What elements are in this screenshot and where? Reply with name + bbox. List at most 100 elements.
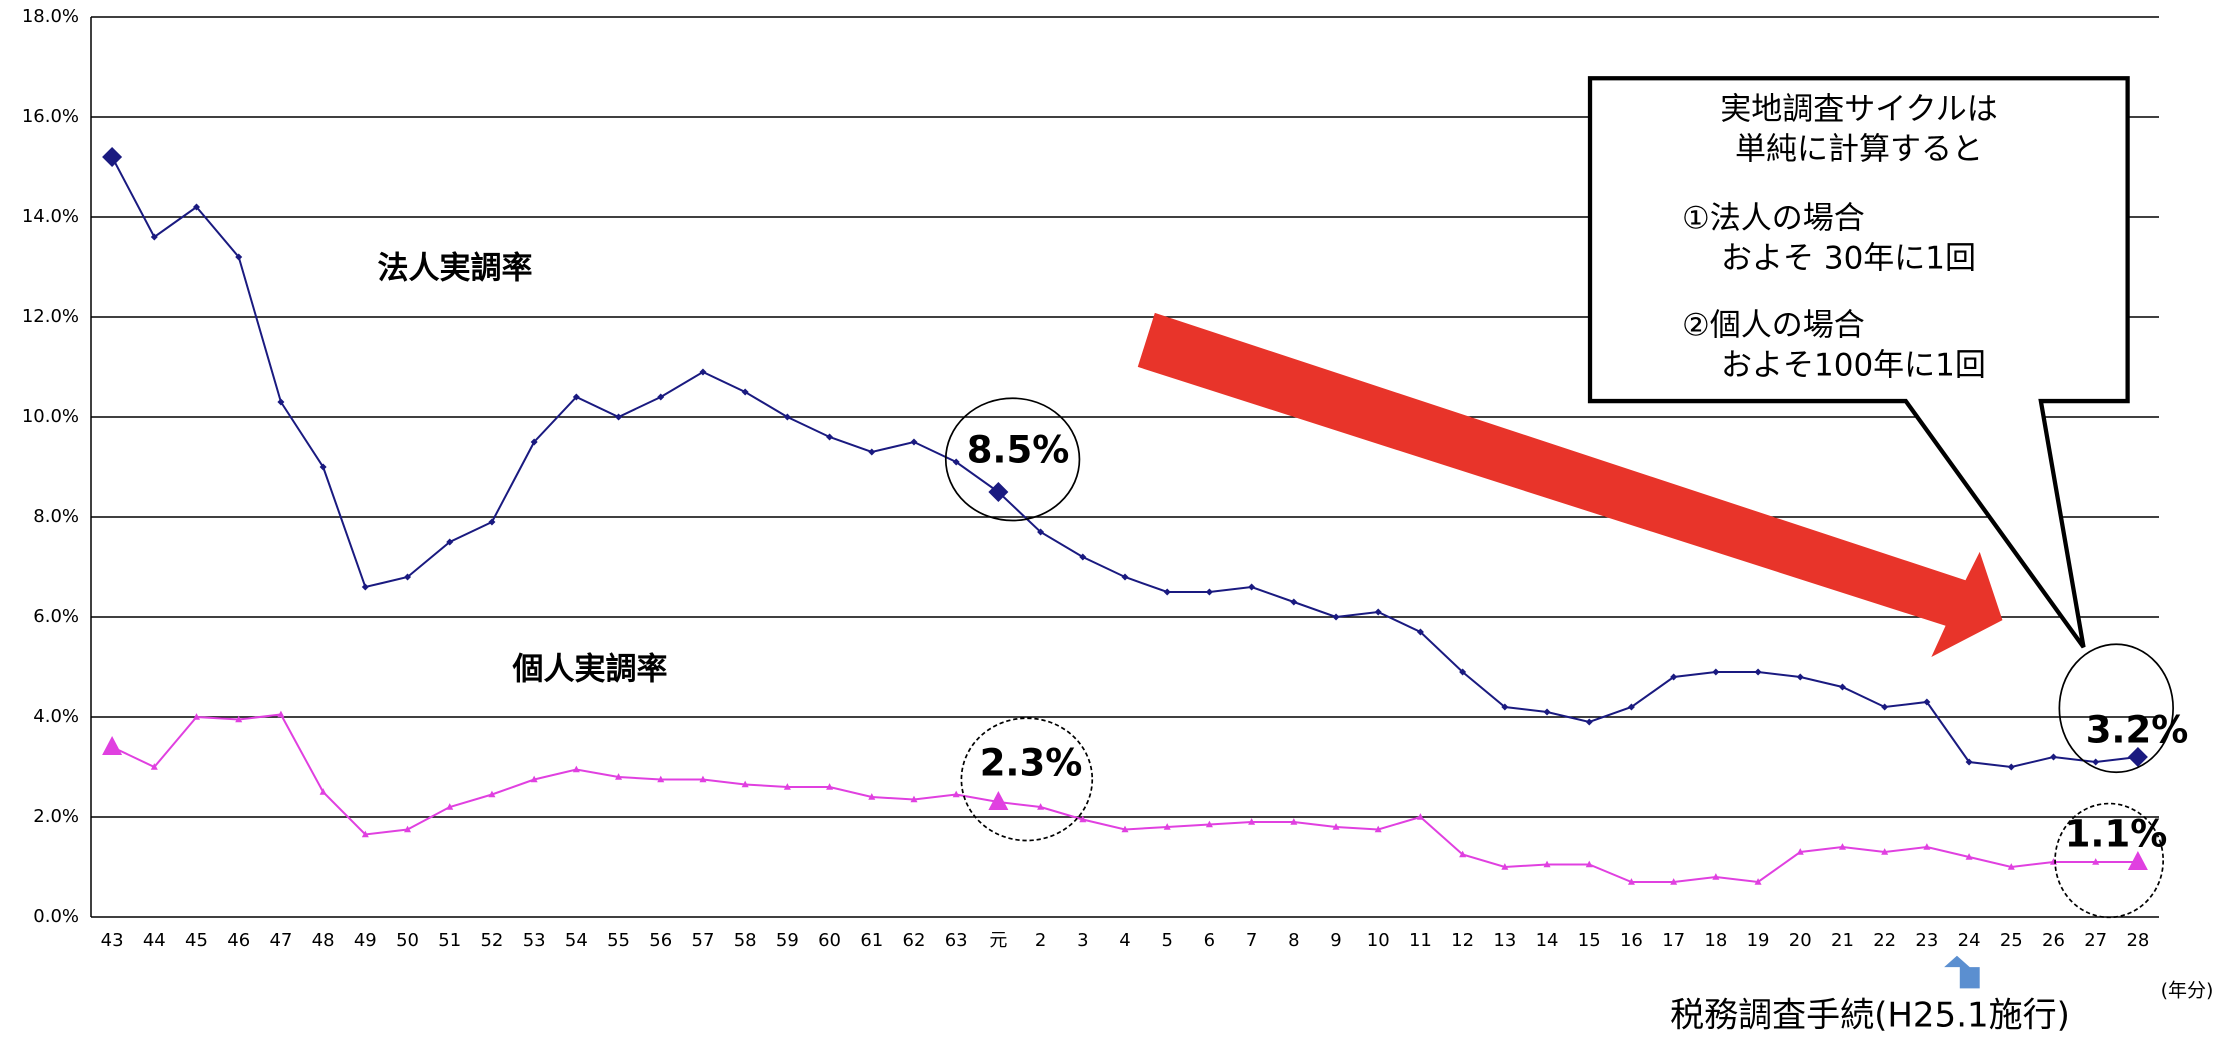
data-point (319, 463, 327, 471)
data-point (446, 803, 454, 810)
y-tick-label: 8.0% (33, 506, 79, 527)
data-point (868, 793, 876, 800)
x-tick-label: 6 (1204, 930, 1215, 951)
data-point (910, 795, 918, 803)
decorations (944, 76, 2174, 989)
data-point (1248, 583, 1256, 591)
x-tick-label: 46 (227, 930, 250, 951)
data-point (2007, 863, 2015, 870)
data-point (1585, 718, 1593, 726)
data-point (741, 388, 749, 396)
data-point (1501, 863, 1509, 870)
circle (2054, 802, 2165, 919)
x-tick-label: 27 (2084, 930, 2107, 951)
data-point (1205, 820, 1213, 828)
data-point (1796, 673, 1804, 681)
x-tick-label: 58 (734, 930, 757, 951)
y-tick-label: 4.0% (33, 706, 79, 727)
data-point (1079, 815, 1087, 823)
x-tick-label: 54 (565, 930, 588, 951)
x-tick-label: 49 (354, 930, 377, 951)
callout: 8.5% (967, 429, 1070, 472)
x-tick-label: 19 (1747, 930, 1770, 951)
data-point (2049, 753, 2057, 761)
data-point (1712, 668, 1720, 676)
data-point (319, 788, 327, 795)
x-tick-label: 20 (1789, 930, 1812, 951)
data-point (1037, 528, 1045, 536)
data-point (1965, 853, 1973, 860)
x-tick-label: 62 (903, 930, 926, 951)
data-point (868, 448, 876, 456)
data-point (741, 780, 749, 788)
circle (2058, 643, 2174, 774)
x-tick-label: 25 (2000, 930, 2023, 951)
data-point (1543, 860, 1551, 868)
data-point (1416, 813, 1424, 820)
x-tick-label: 5 (1161, 930, 1172, 951)
x-tick-label: 56 (649, 930, 672, 951)
data-point (488, 790, 496, 798)
x-tick-label: 23 (1915, 930, 1938, 951)
data-point (1923, 698, 1931, 706)
x-tick-label: 53 (523, 930, 546, 951)
data-point (572, 765, 580, 773)
data-point (1290, 818, 1298, 825)
x-tick-label: 13 (1493, 930, 1516, 951)
data-point (988, 791, 1009, 810)
x-tick-label: 44 (143, 930, 166, 951)
data-point (102, 147, 123, 167)
data-point (404, 825, 412, 833)
x-tick-label: 22 (1873, 930, 1896, 951)
data-point (1163, 823, 1171, 830)
arrow-marker (1944, 955, 1980, 989)
data-point (1501, 703, 1509, 711)
data-point (1670, 878, 1678, 885)
data-point (952, 458, 960, 466)
x-tick-label: 10 (1367, 930, 1390, 951)
data-point (235, 715, 243, 723)
data-point (1205, 588, 1213, 596)
callout: 3.2% (2086, 709, 2189, 752)
data-point (572, 393, 580, 401)
x-tick-label: 元 (989, 930, 1007, 951)
callout: 2.3% (980, 742, 1083, 785)
x-tick-label: 51 (438, 930, 461, 951)
box-text: およそ 30年に1回 (1721, 241, 1976, 277)
data-point (699, 368, 707, 376)
series-line (111, 713, 2138, 884)
data-point (1374, 825, 1382, 833)
box-text: 単純に計算すると (1735, 132, 1983, 168)
data-point (277, 398, 285, 406)
data-point (1965, 758, 1973, 766)
data-point (1838, 683, 1846, 691)
x-tick-label: 24 (1958, 930, 1981, 951)
data-point (2127, 851, 2148, 870)
x-tick-label: 11 (1409, 930, 1432, 951)
footnote: 税務調査手続(H25.1施行) (1670, 996, 2070, 1036)
x-tick-label: 28 (2126, 930, 2149, 951)
data-point (783, 783, 791, 790)
y-tick-label: 0.0% (33, 906, 79, 927)
x-tick-label: 50 (396, 930, 419, 951)
data-point (446, 538, 454, 546)
data-point (2092, 758, 2100, 766)
data-point (1754, 878, 1762, 885)
box-text: 実地調査サイクルは (1720, 92, 1997, 128)
data-point (615, 773, 623, 780)
x-tick-label: 14 (1536, 930, 1559, 951)
y-tick-label: 12.0% (22, 306, 79, 327)
circle (944, 397, 1081, 522)
x-tick-label: 57 (692, 930, 715, 951)
x-unit: (年分) (2161, 980, 2214, 1002)
plot: 0.0% 2.0% 4.0% 6.0% 8.0% 10.0% 12.0% 14.0% 16.0%… (22, 6, 2159, 951)
data-point (1881, 848, 1889, 855)
data-point (1163, 588, 1171, 596)
data-point (1627, 878, 1635, 885)
x-tick-label: 52 (480, 930, 503, 951)
data-point (1121, 573, 1129, 581)
x-tick-label: 48 (312, 930, 335, 951)
x-tick-label: 9 (1330, 930, 1341, 951)
x-tick-label: 61 (860, 930, 883, 951)
